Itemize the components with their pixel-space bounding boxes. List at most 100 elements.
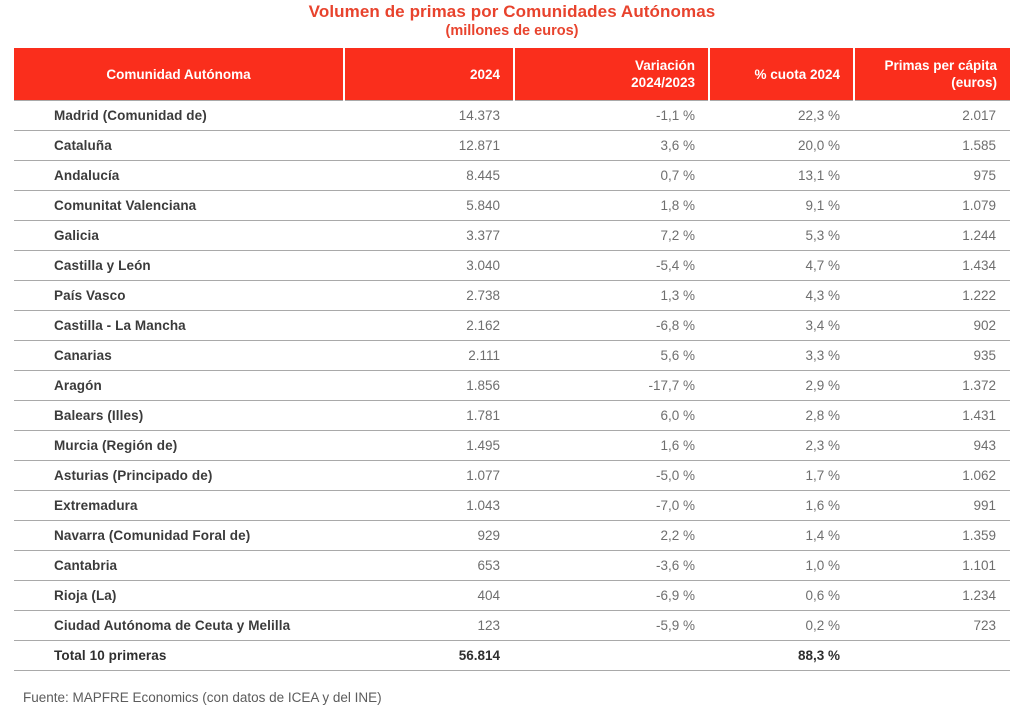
value-2024-cell: 2.738: [344, 280, 514, 311]
variation-cell: [514, 640, 709, 671]
source-note: Fuente: MAPFRE Economics (con datos de I…: [23, 690, 382, 705]
table-row: Comunitat Valenciana 5.840 1,8 % 9,1 % 1.079: [14, 190, 1010, 221]
per-capita-cell: 991: [854, 490, 1010, 521]
per-capita-cell: 723: [854, 610, 1010, 641]
region-name-cell: Castilla y León: [14, 250, 344, 281]
table-row: Ciudad Autónoma de Ceuta y Melilla 123 -5,…: [14, 610, 1010, 641]
per-capita-cell: 1.079: [854, 190, 1010, 221]
region-name-cell: Balears (Illes): [14, 400, 344, 431]
variation-cell: -5,4 %: [514, 250, 709, 281]
value-2024-cell: 1.077: [344, 460, 514, 491]
table-body: Madrid (Comunidad de) 14.373 -1,1 % 22,3 % 2…: [14, 100, 1010, 671]
value-2024-cell: 1.495: [344, 430, 514, 461]
quota-cell: 5,3 %: [709, 220, 854, 251]
per-capita-cell: 1.372: [854, 370, 1010, 401]
variation-cell: 0,7 %: [514, 160, 709, 191]
table-row: Castilla y León 3.040 -5,4 % 4,7 % 1.434: [14, 250, 1010, 281]
quota-cell: 22,3 %: [709, 100, 854, 131]
table-row: Extremadura 1.043 -7,0 % 1,6 % 991: [14, 490, 1010, 521]
per-capita-cell: 1.244: [854, 220, 1010, 251]
variation-cell: -6,9 %: [514, 580, 709, 611]
quota-cell: 2,9 %: [709, 370, 854, 401]
variation-cell: 3,6 %: [514, 130, 709, 161]
table-row: Cataluña 12.871 3,6 % 20,0 % 1.585: [14, 130, 1010, 161]
quota-cell: 1,6 %: [709, 490, 854, 521]
table-row: Rioja (La) 404 -6,9 % 0,6 % 1.234: [14, 580, 1010, 611]
column-header-cuota: % cuota 2024: [709, 48, 855, 101]
quota-cell: 2,8 %: [709, 400, 854, 431]
value-2024-cell: 123: [344, 610, 514, 641]
variation-cell: -5,9 %: [514, 610, 709, 641]
quota-cell: 13,1 %: [709, 160, 854, 191]
table-row: Navarra (Comunidad Foral de) 929 2,2 % 1,4 …: [14, 520, 1010, 551]
per-capita-cell: 2.017: [854, 100, 1010, 131]
total-row: Total 10 primeras 56.814 88,3 %: [14, 640, 1010, 671]
quota-cell: 4,3 %: [709, 280, 854, 311]
value-2024-cell: 404: [344, 580, 514, 611]
table-row: Aragón 1.856 -17,7 % 2,9 % 1.372: [14, 370, 1010, 401]
quota-cell: 1,0 %: [709, 550, 854, 581]
per-capita-cell: [854, 640, 1010, 671]
region-name-cell: Andalucía: [14, 160, 344, 191]
title-block: Volumen de primas por Comunidades Autóno…: [0, 0, 1024, 40]
value-2024-cell: 2.162: [344, 310, 514, 341]
table-row: Canarias 2.111 5,6 % 3,3 % 935: [14, 340, 1010, 371]
value-2024-cell: 3.040: [344, 250, 514, 281]
table-row: Balears (Illes) 1.781 6,0 % 2,8 % 1.431: [14, 400, 1010, 431]
quota-cell: 3,3 %: [709, 340, 854, 371]
table-row: Galicia 3.377 7,2 % 5,3 % 1.244: [14, 220, 1010, 251]
quota-cell: 20,0 %: [709, 130, 854, 161]
quota-cell: 0,2 %: [709, 610, 854, 641]
table-row: Madrid (Comunidad de) 14.373 -1,1 % 22,3 % 2…: [14, 100, 1010, 131]
value-2024-cell: 1.781: [344, 400, 514, 431]
variation-cell: -6,8 %: [514, 310, 709, 341]
region-name-cell: Aragón: [14, 370, 344, 401]
value-2024-cell: 14.373: [344, 100, 514, 131]
per-capita-cell: 935: [854, 340, 1010, 371]
quota-cell: 3,4 %: [709, 310, 854, 341]
value-2024-cell: 929: [344, 520, 514, 551]
value-2024-cell: 56.814: [344, 640, 514, 671]
value-2024-cell: 1.043: [344, 490, 514, 521]
table-row: Cantabria 653 -3,6 % 1,0 % 1.101: [14, 550, 1010, 581]
value-2024-cell: 1.856: [344, 370, 514, 401]
region-name-cell: Comunitat Valenciana: [14, 190, 344, 221]
variation-cell: 2,2 %: [514, 520, 709, 551]
per-capita-cell: 1.434: [854, 250, 1010, 281]
quota-cell: 1,4 %: [709, 520, 854, 551]
chart-title: Volumen de primas por Comunidades Autóno…: [308, 2, 716, 21]
variation-cell: -5,0 %: [514, 460, 709, 491]
per-capita-cell: 1.359: [854, 520, 1010, 551]
region-name-cell: Cataluña: [14, 130, 344, 161]
quota-cell: 9,1 %: [709, 190, 854, 221]
value-2024-cell: 3.377: [344, 220, 514, 251]
region-name-cell: País Vasco: [14, 280, 344, 311]
variation-cell: 7,2 %: [514, 220, 709, 251]
per-capita-cell: 1.431: [854, 400, 1010, 431]
column-header-variacion: Variación 2024/2023: [514, 48, 710, 101]
quota-cell: 0,6 %: [709, 580, 854, 611]
region-name-cell: Navarra (Comunidad Foral de): [14, 520, 344, 551]
premium-volume-table: Comunidad Autónoma 2024 Variación 2024/2…: [14, 48, 1010, 671]
variation-cell: 1,8 %: [514, 190, 709, 221]
table-header: Comunidad Autónoma 2024 Variación 2024/2…: [14, 48, 1010, 101]
region-name-cell: Galicia: [14, 220, 344, 251]
region-name-cell: Ciudad Autónoma de Ceuta y Melilla: [14, 610, 344, 641]
quota-cell: 4,7 %: [709, 250, 854, 281]
table-row: Andalucía 8.445 0,7 % 13,1 % 975: [14, 160, 1010, 191]
region-name-cell: Cantabria: [14, 550, 344, 581]
table-row: Castilla - La Mancha 2.162 -6,8 % 3,4 % 902: [14, 310, 1010, 341]
per-capita-cell: 943: [854, 430, 1010, 461]
region-name-cell: Asturias (Principado de): [14, 460, 344, 491]
value-2024-cell: 2.111: [344, 340, 514, 371]
table-row: País Vasco 2.738 1,3 % 4,3 % 1.222: [14, 280, 1010, 311]
quota-cell: 88,3 %: [709, 640, 854, 671]
variation-cell: -7,0 %: [514, 490, 709, 521]
per-capita-cell: 975: [854, 160, 1010, 191]
value-2024-cell: 5.840: [344, 190, 514, 221]
quota-cell: 2,3 %: [709, 430, 854, 461]
per-capita-cell: 1.101: [854, 550, 1010, 581]
region-name-cell: Murcia (Región de): [14, 430, 344, 461]
variation-cell: 1,3 %: [514, 280, 709, 311]
